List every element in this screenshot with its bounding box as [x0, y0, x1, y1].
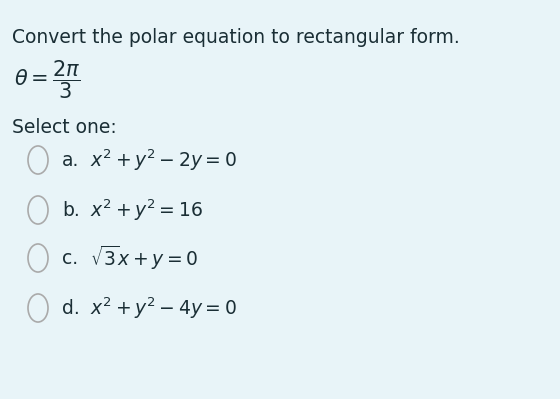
Text: c.: c. — [62, 249, 78, 267]
Text: b.: b. — [62, 201, 80, 219]
Text: $x^2 + y^2 = 16$: $x^2 + y^2 = 16$ — [90, 197, 203, 223]
Text: d.: d. — [62, 298, 80, 318]
Text: Select one:: Select one: — [12, 118, 116, 137]
Text: $\sqrt{3}x + y = 0$: $\sqrt{3}x + y = 0$ — [90, 244, 198, 272]
Text: a.: a. — [62, 150, 80, 170]
Text: $\theta = \dfrac{2\pi}{3}$: $\theta = \dfrac{2\pi}{3}$ — [14, 58, 81, 101]
Text: $x^2 + y^2 - 2y = 0$: $x^2 + y^2 - 2y = 0$ — [90, 147, 237, 173]
Text: Convert the polar equation to rectangular form.: Convert the polar equation to rectangula… — [12, 28, 460, 47]
Text: $x^2 + y^2 - 4y = 0$: $x^2 + y^2 - 4y = 0$ — [90, 295, 237, 321]
